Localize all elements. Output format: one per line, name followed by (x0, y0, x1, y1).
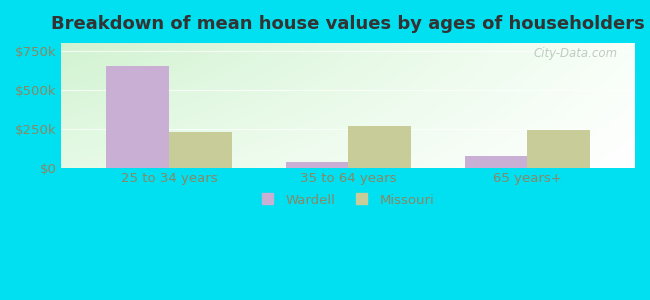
Bar (348, 126, 411, 168)
Bar (107, 66, 169, 168)
Text: City-Data.com: City-Data.com (534, 46, 618, 60)
Bar (465, 156, 527, 168)
Bar (285, 162, 348, 168)
Bar (169, 132, 232, 168)
Bar (527, 130, 590, 168)
Title: Breakdown of mean house values by ages of householders: Breakdown of mean house values by ages o… (51, 15, 645, 33)
Legend: Wardell, Missouri: Wardell, Missouri (255, 187, 441, 213)
